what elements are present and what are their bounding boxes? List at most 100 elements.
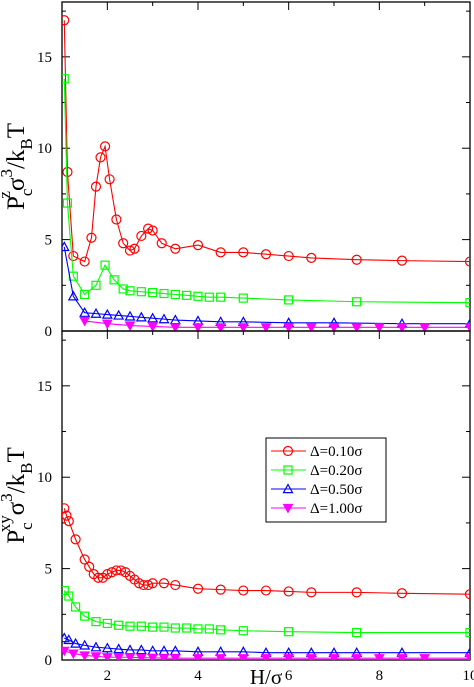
data-point [147,312,159,323]
data-point [100,260,110,270]
data-point [352,627,362,638]
data-point [283,323,295,331]
data-point [464,654,470,660]
legend-marker [282,445,294,457]
data-point [237,323,249,331]
data-point [260,654,272,660]
ylabel-part: σ [3,177,30,191]
series-line [63,508,470,595]
data-point [129,243,140,254]
data-layer [62,503,470,660]
data-point [351,254,362,265]
data-point [204,624,214,634]
series-line [63,20,470,263]
data-point [192,583,204,594]
data-point [118,238,129,249]
data-point [284,295,294,305]
data-point [147,578,158,589]
data-point [143,579,154,591]
data-point [169,323,181,331]
data-point [283,250,294,262]
ylabel-part: 3 [0,169,16,178]
ylabel-part: T [3,123,30,138]
data-point [111,214,122,225]
data-point [158,313,170,324]
data-point [136,287,146,297]
data-point [156,238,167,249]
data-point [63,515,74,527]
data-point [70,534,81,545]
data-point [124,321,136,331]
data-point [93,572,104,583]
data-point [328,654,340,660]
legend-label: Δ=0.20σ [310,463,362,479]
data-point [465,627,470,638]
data-point [182,623,192,633]
ylabel-part: 3 [0,493,16,502]
data-point [238,585,249,596]
data-point [125,621,135,631]
data-point [396,255,408,266]
data-point [351,323,363,331]
data-point [102,568,113,580]
data-point [62,503,70,514]
ylabel-part: P [3,196,30,210]
data-point [216,292,226,302]
data-point [79,651,91,660]
x-tick-label: 4 [194,668,202,684]
x-tick-label: 10 [463,668,474,684]
data-point [70,602,81,612]
data-point [396,323,408,331]
data-point [193,624,203,634]
y-tick-label: 5 [45,233,53,249]
data-point [135,644,147,655]
data-point [124,310,136,321]
data-point [419,323,431,331]
ylabel-part: T [3,447,30,462]
data-point [62,198,73,208]
data-point [118,284,128,294]
y-tick-label: 15 [37,50,52,66]
data-point [215,584,226,595]
legend: Δ=0.10σ Δ=0.20σ Δ=0.50σ Δ=1.00σ [265,437,387,523]
data-point [464,646,470,657]
data-point [260,323,272,331]
data-point [170,289,180,300]
legend-label: Δ=1.00σ [310,501,362,517]
data-point [396,588,408,599]
ylabel-part: B [17,138,36,149]
data-point [90,652,102,660]
plot-frame [61,1,471,332]
data-point [79,639,91,650]
ylabel-part: /k [3,473,30,493]
data-point [62,241,70,252]
data-point [86,232,97,243]
data-point [352,297,362,307]
data-point [124,245,136,256]
data-point [306,587,317,598]
data-point [238,247,249,258]
data-point [464,256,470,267]
data-point [115,565,127,576]
y-axis-label: Pcxyσ3/kBT [0,447,36,544]
data-point [80,611,90,621]
data-point [113,653,125,660]
data-layer [62,15,470,331]
data-point [373,323,385,331]
data-point [113,309,125,320]
data-point [373,654,385,660]
data-point [328,323,340,331]
data-point [62,510,72,521]
data-point [79,316,91,327]
data-point [260,585,272,596]
data-point [260,249,272,260]
y-tick-label: 10 [37,470,52,486]
data-point [148,288,158,298]
data-point [158,654,170,660]
data-point [283,586,294,597]
data-point [91,617,101,627]
data-point [67,290,79,301]
ylabel-part: c [17,188,36,196]
data-point [62,74,69,84]
data-point [62,166,73,178]
